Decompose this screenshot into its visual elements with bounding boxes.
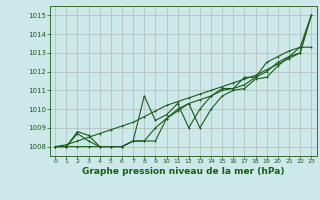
X-axis label: Graphe pression niveau de la mer (hPa): Graphe pression niveau de la mer (hPa) (82, 167, 284, 176)
